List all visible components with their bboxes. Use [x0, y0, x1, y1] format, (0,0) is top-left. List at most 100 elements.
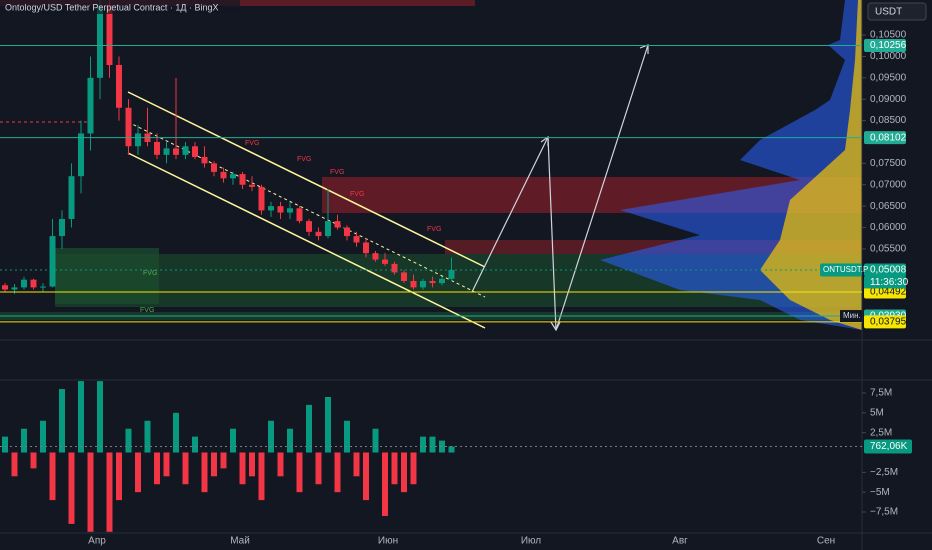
y-tick-label: 0,08500: [870, 115, 907, 126]
candle-body: [439, 278, 445, 284]
fvg-labels: FVG FVG FVG FVG FVG FVG FVG: [140, 140, 441, 314]
candle-body: [420, 280, 426, 288]
price-tag: [864, 39, 906, 53]
price-tag: [864, 131, 906, 145]
delta-bar: [49, 452, 56, 501]
candle-body: [429, 280, 436, 284]
delta-bar: [2, 436, 8, 453]
candle-body: [87, 77, 94, 134]
candle-body: [448, 269, 455, 279]
delta-bar: [220, 452, 227, 469]
delta-bar: [258, 452, 265, 501]
currency-label: USDT: [875, 7, 902, 18]
candle-body: [258, 186, 265, 211]
delta-bar: [97, 381, 103, 453]
fvg-label: FVG: [297, 156, 311, 163]
candle-body: [211, 163, 217, 172]
candle-body: [325, 221, 331, 237]
time-label: Сен: [817, 536, 835, 547]
candle-body: [192, 146, 198, 157]
candle-body: [277, 206, 284, 213]
price-tag: [864, 315, 906, 329]
y-tick-label: 5M: [870, 407, 884, 418]
delta-bar: [401, 452, 407, 493]
candle-body: [106, 5, 113, 66]
time-label: Июн: [378, 536, 398, 547]
price-tag-label: 0,04492: [870, 287, 907, 298]
candle-body: [2, 285, 8, 290]
delta-bar: [315, 452, 322, 485]
y-tick-label: 7,5M: [870, 388, 892, 399]
delta-bar: [40, 420, 46, 453]
candle-body: [401, 272, 407, 281]
delta-bar: [448, 446, 455, 453]
countdown-label: 11:36:30: [870, 277, 909, 288]
delta-bar: [125, 428, 132, 453]
candle-body: [315, 231, 322, 237]
y-tick-label: 0,06500: [870, 201, 907, 212]
price-tag-label: 0,05008: [870, 265, 907, 276]
delta-bar: [30, 452, 37, 469]
delta-bar: [239, 452, 246, 485]
fvg-label: FVG: [330, 169, 344, 176]
delta-bar: [249, 452, 255, 477]
delta-bar: [268, 420, 274, 453]
fvg-label: FVG: [245, 140, 259, 147]
candle-body: [353, 236, 360, 243]
symbol-label: ONTUSDT.P: [823, 265, 868, 274]
delta-bar: [306, 404, 312, 453]
candle-body: [173, 148, 179, 155]
time-label: Май: [230, 536, 250, 547]
y-tick-label: 0,06000: [870, 222, 907, 233]
candle-body: [296, 208, 303, 222]
candle-body: [249, 184, 255, 187]
y-tick-label: 0,05500: [870, 244, 907, 255]
time-label: Авг: [672, 536, 688, 547]
candle-body: [344, 227, 350, 237]
candle-body: [78, 133, 84, 177]
delta-bar: [116, 452, 122, 501]
candle-body: [49, 236, 56, 287]
y-tick-label: −7,5M: [870, 507, 898, 518]
delta-bar: [173, 412, 179, 453]
candle-body: [382, 259, 388, 264]
candle-body: [220, 171, 227, 179]
delta-bar: [363, 452, 369, 501]
candle-body: [21, 279, 27, 288]
delta-bar: [344, 420, 350, 453]
candle-body: [116, 65, 122, 108]
candle-body: [68, 176, 75, 219]
channel-line: [127, 91, 486, 268]
delta-bar: [211, 452, 217, 477]
candle-body: [239, 174, 246, 185]
candle-body: [125, 107, 132, 147]
y-tick-label: 0,07500: [870, 158, 907, 169]
delta-bar: [420, 436, 426, 453]
delta-bar: [391, 452, 398, 485]
fvg-label: FVG: [427, 226, 441, 233]
currency-button[interactable]: [867, 2, 927, 21]
y-tick-label: −2,5M: [870, 467, 898, 478]
delta-bar: [182, 452, 189, 485]
delta-bar: [87, 452, 94, 532]
candle-body: [268, 206, 274, 211]
value-tag-label: 762,06K: [870, 441, 908, 452]
delta-bar: [334, 452, 341, 493]
delta-bar: [135, 452, 141, 493]
delta-bar: [429, 436, 436, 453]
price-tag: [864, 285, 906, 299]
candles: [2, 0, 455, 294]
delta-bar: [353, 452, 360, 477]
delta-bar: [296, 452, 303, 493]
candle-body: [230, 174, 236, 179]
y-tick-label: 2,5M: [870, 427, 892, 438]
y-tick-label: 0,10000: [870, 51, 907, 62]
candle-body: [59, 218, 65, 237]
delta-bar: [277, 452, 284, 477]
candle-body: [372, 253, 379, 260]
symbol-tag: [820, 263, 862, 277]
channel-line: [127, 152, 486, 329]
price-tag-label: 0,10256: [870, 40, 907, 51]
y-tick-label: 0,09000: [870, 94, 907, 105]
